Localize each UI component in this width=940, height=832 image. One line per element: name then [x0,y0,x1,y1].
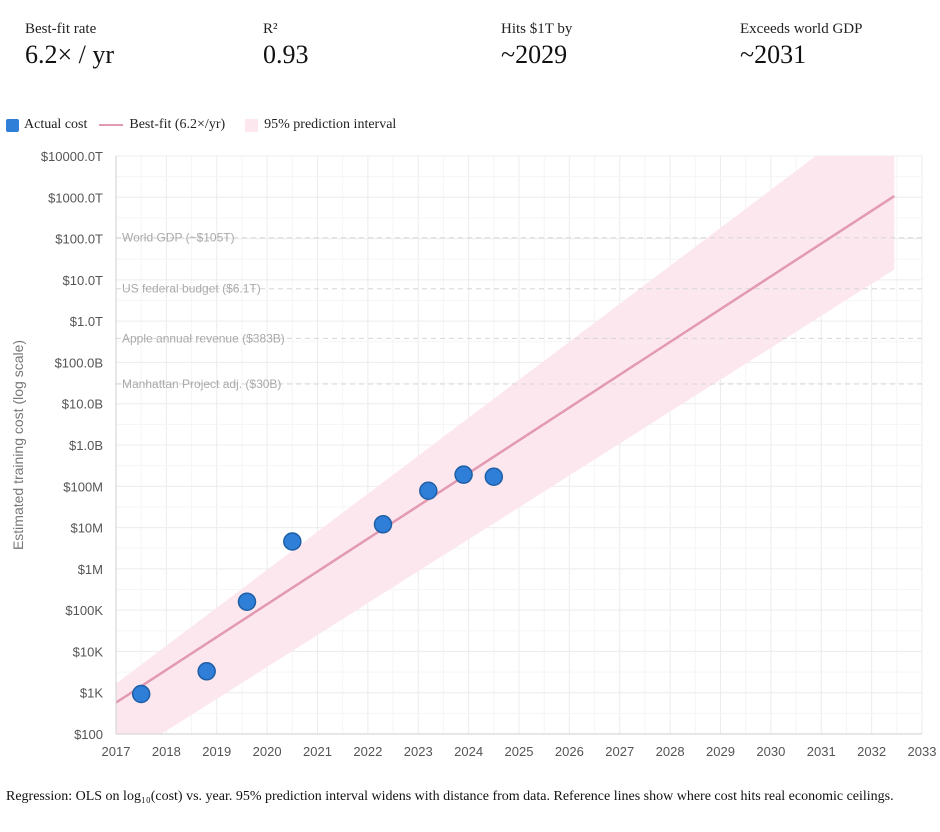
best-fit-line [116,194,895,704]
y-tick-label: $10.0T [63,273,104,288]
stat-exceeds-gdp: Exceeds world GDP ~2031 [740,20,862,70]
prediction-band [116,156,895,734]
x-tick-label: 2029 [706,744,735,759]
stat-value: 6.2× / yr [25,40,115,69]
stat-label: Best-fit rate [25,21,97,37]
y-tick-label: $10000.0T [41,149,103,164]
stat-hits-1t: Hits $1T by ~2029 [501,20,572,70]
x-tick-label: 2031 [807,744,836,759]
actual-cost-point [197,662,216,681]
actual-swatch [6,118,19,132]
x-tick-label: 2022 [353,744,382,759]
y-axis-title: Estimated training cost (log scale) [10,340,26,550]
y-tick-label: $1000.0T [48,190,103,205]
x-tick-label: 2030 [756,744,785,759]
stat-label: R² [263,21,278,37]
legend-item-band[interactable]: 95% prediction interval [237,117,396,133]
y-tick-label: $100M [63,479,103,494]
legend-label: 95% prediction interval [264,117,397,132]
stat-value: ~2029 [501,40,568,69]
y-tick-label: $10K [73,644,104,659]
actual-cost-point [237,592,257,611]
stats-row: Best-fit rate 6.2× / yr R² 0.93 Hits $1T… [0,20,940,80]
x-tick-label: 2018 [152,744,181,759]
y-tick-label: $1M [78,562,103,577]
cost-chart: World GDP (~$105T) US federal budget ($6.… [10,149,937,759]
legend-item-fit[interactable]: Best-fit (6.2×/yr) [99,117,225,133]
y-tick-label: $100 [74,727,103,742]
reference-label: Manhattan Project adj. ($30B) [122,377,281,391]
footnote: Regression: OLS on log₁₀(cost) vs. year.… [6,789,894,804]
x-tick-label: 2019 [202,744,231,759]
reference-label: Apple annual revenue ($383B) [122,331,285,345]
band-swatch [245,118,259,132]
y-tick-label: $100.0B [55,355,103,370]
x-tick-label: 2027 [605,744,634,759]
y-tick-label: $100K [65,603,103,618]
y-tick-label: $10M [70,521,103,536]
legend-label: Actual cost [24,117,88,132]
x-tick-label: 2021 [303,744,332,759]
stat-label: Hits $1T by [501,21,573,37]
stat-r-squared: R² 0.93 [263,20,309,70]
stat-value: 0.93 [263,40,309,69]
stat-best-fit-rate: Best-fit rate 6.2× / yr [25,20,114,70]
actual-cost-point [419,481,438,500]
x-tick-label: 2017 [102,744,131,759]
y-tick-label: $1K [80,686,103,701]
actual-cost-point [283,532,302,551]
y-tick-label: $10.0B [62,397,103,412]
x-tick-label: 2028 [656,744,685,759]
actual-cost-point [484,467,504,487]
legend-item-actual[interactable]: Actual cost [6,117,87,133]
x-tick-label: 2033 [908,744,937,759]
actual-cost-point [454,465,473,484]
x-tick-label: 2024 [454,744,483,759]
x-tick-label: 2026 [555,744,584,759]
x-tick-label: 2025 [505,744,534,759]
fit-swatch [99,124,124,126]
reference-label: World GDP (~$105T) [122,231,235,245]
reference-label: US federal budget ($6.1T) [122,282,261,296]
actual-cost-point [373,515,393,534]
actual-cost-point [131,684,151,704]
y-tick-label: $100.0T [55,232,103,247]
y-tick-label: $1.0B [69,438,103,453]
legend-label: Best-fit (6.2×/yr) [129,117,226,132]
stat-label: Exceeds world GDP [740,21,863,37]
x-tick-label: 2023 [404,744,433,759]
chart-legend: Actual cost Best-fit (6.2×/yr) 95% predi… [6,116,408,134]
x-tick-label: 2032 [857,744,886,759]
stat-value: ~2031 [740,40,807,69]
y-tick-label: $1.0T [70,314,103,329]
x-tick-label: 2020 [253,744,282,759]
